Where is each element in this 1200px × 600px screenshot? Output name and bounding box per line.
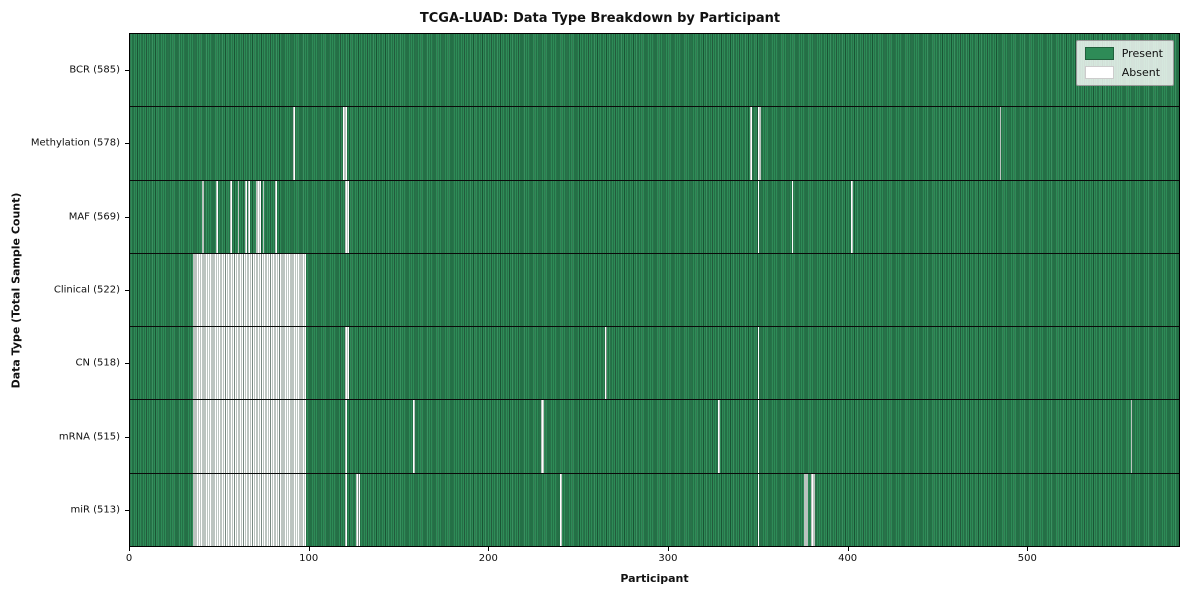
absent-block [1130, 400, 1133, 473]
ytick-label-MAF: MAF (569) [68, 211, 120, 223]
bar-edge-texture [130, 180, 1179, 253]
ytick-label-mRNA: mRNA (515) [58, 431, 120, 443]
ytick-mark [125, 363, 129, 365]
legend-item-absent: Absent [1084, 66, 1163, 79]
ytick-mark [125, 436, 129, 438]
xtick-label-200: 200 [478, 553, 498, 564]
legend-swatch-absent [1084, 66, 1114, 79]
chart-title: TCGA-LUAD: Data Type Breakdown by Partic… [419, 11, 781, 26]
xtick-label-300: 300 [658, 553, 678, 564]
xtick-label-0: 0 [125, 553, 133, 564]
absent-block [248, 180, 251, 253]
bar-edge-texture [130, 34, 1179, 107]
absent-block [237, 180, 240, 253]
absent-block [192, 473, 306, 546]
ytick-mark [125, 216, 129, 218]
heatmap-row-Methylation [130, 107, 1179, 181]
absent-block [804, 473, 808, 546]
absent-block [757, 473, 760, 546]
absent-block [275, 180, 278, 253]
xtick-label-400: 400 [838, 553, 858, 564]
xtick-mark [847, 547, 849, 551]
absent-block [216, 180, 218, 253]
ytick-mark [125, 143, 129, 145]
absent-block [345, 327, 349, 400]
absent-block [605, 327, 607, 400]
absent-block [540, 400, 545, 473]
absent-block [262, 180, 265, 253]
ytick-label-BCR: BCR (585) [69, 64, 120, 76]
absent-block [345, 473, 347, 546]
absent-block [244, 180, 247, 253]
ytick-label-miR: miR (513) [70, 504, 120, 516]
ytick-mark [125, 290, 129, 291]
heatmap-row-miR [130, 473, 1179, 546]
absent-block [345, 400, 347, 473]
ytick-mark [125, 510, 129, 512]
absent-block [750, 107, 753, 180]
xtick-label-500: 500 [1017, 553, 1037, 564]
ytick-label-Methylation: Methylation (578) [30, 137, 120, 149]
legend-swatch-present [1084, 47, 1114, 60]
legend-item-present: Present [1084, 47, 1163, 60]
absent-block [999, 107, 1002, 180]
absent-block [343, 107, 347, 180]
xtick-mark [667, 547, 669, 551]
heatmap-row-Clinical [130, 253, 1179, 328]
heatmap-row-mRNA [130, 400, 1179, 474]
heatmap-row-BCR [130, 34, 1179, 108]
plot-area: Present Absent [129, 33, 1180, 547]
absent-block [192, 400, 306, 473]
absent-block [345, 180, 349, 253]
absent-block [811, 473, 815, 546]
absent-block [201, 180, 204, 253]
absent-block [255, 180, 261, 253]
absent-block [413, 400, 416, 473]
xtick-mark [308, 547, 310, 551]
ytick-mark [125, 69, 129, 71]
absent-block [791, 180, 794, 253]
absent-block [355, 473, 360, 546]
absent-block [757, 400, 760, 473]
legend-label-absent: Absent [1121, 66, 1161, 79]
absent-block [718, 400, 720, 473]
absent-block [757, 107, 762, 180]
ytick-label-Clinical: Clinical (522) [53, 284, 120, 296]
xtick-mark [1027, 547, 1029, 551]
legend: Present Absent [1075, 40, 1174, 86]
absent-block [757, 180, 760, 253]
absent-block [192, 253, 306, 327]
absent-block [850, 180, 853, 253]
absent-block [192, 327, 306, 400]
absent-block [757, 327, 760, 400]
xtick-mark [129, 547, 130, 551]
legend-label-present: Present [1121, 47, 1163, 60]
heatmap-row-CN [130, 327, 1179, 401]
absent-block [230, 180, 233, 253]
absent-block [293, 107, 295, 180]
ytick-label-CN: CN (518) [75, 357, 120, 369]
absent-block [560, 473, 563, 546]
heatmap-row-MAF [130, 180, 1179, 254]
xtick-mark [488, 547, 490, 551]
x-axis-label: Participant [620, 572, 689, 585]
bar-edge-texture [130, 107, 1179, 180]
xtick-label-100: 100 [299, 553, 319, 564]
